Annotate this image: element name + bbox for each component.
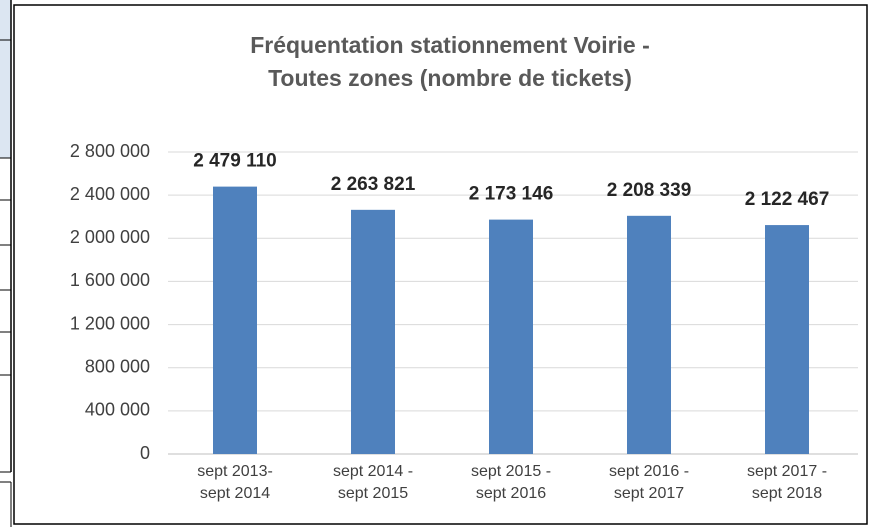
x-tick-label-line: sept 2014 [200, 485, 270, 502]
chart-frame [13, 4, 868, 525]
chart-title: Toutes zones (nombre de tickets) [268, 65, 632, 91]
x-tick-label-line: sept 2014 - [333, 463, 413, 480]
data-label: 2 479 110 [193, 151, 276, 172]
background-table-fragment [0, 0, 12, 527]
data-label: 2 173 146 [469, 184, 554, 205]
data-label: 2 122 467 [745, 189, 830, 210]
y-tick-label: 2 800 000 [70, 141, 150, 161]
y-tick-label: 2 000 000 [70, 227, 150, 247]
x-tick-label: sept 2016 - sept 2017 [609, 463, 689, 502]
bar [765, 225, 809, 454]
x-tick-label: sept 2017 - sept 2018 [747, 463, 827, 502]
y-tick-label: 1 200 000 [70, 313, 150, 333]
x-tick-label-line: sept 2015 [338, 485, 408, 502]
x-tick-label-line: sept 2016 - [609, 463, 689, 480]
data-label: 2 208 339 [607, 180, 692, 201]
bar [489, 219, 533, 454]
data-label: 2 263 821 [331, 174, 416, 195]
x-tick-label: sept 2015 - sept 2016 [471, 463, 551, 502]
x-tick-label-line: sept 2015 - [471, 463, 551, 480]
y-tick-label: 400 000 [85, 400, 150, 420]
bar [213, 186, 257, 454]
x-tick-label-line: sept 2013- [197, 463, 273, 480]
y-tick-label: 1 600 000 [70, 270, 150, 290]
y-tick-label: 800 000 [85, 356, 150, 376]
y-tick-label: 2 400 000 [70, 184, 150, 204]
y-tick-label: 0 [140, 443, 150, 463]
x-tick-label: sept 2013- sept 2014 [197, 463, 273, 502]
chart-title: Fréquentation stationnement Voirie - [250, 32, 650, 58]
bar [351, 209, 395, 454]
x-tick-label-line: sept 2016 [476, 485, 546, 502]
bar [627, 215, 671, 454]
x-tick-label-line: sept 2017 - [747, 463, 827, 480]
x-tick-label-line: sept 2018 [752, 485, 822, 502]
x-tick-label-line: sept 2017 [614, 485, 684, 502]
x-tick-label: sept 2014 - sept 2015 [333, 463, 413, 502]
